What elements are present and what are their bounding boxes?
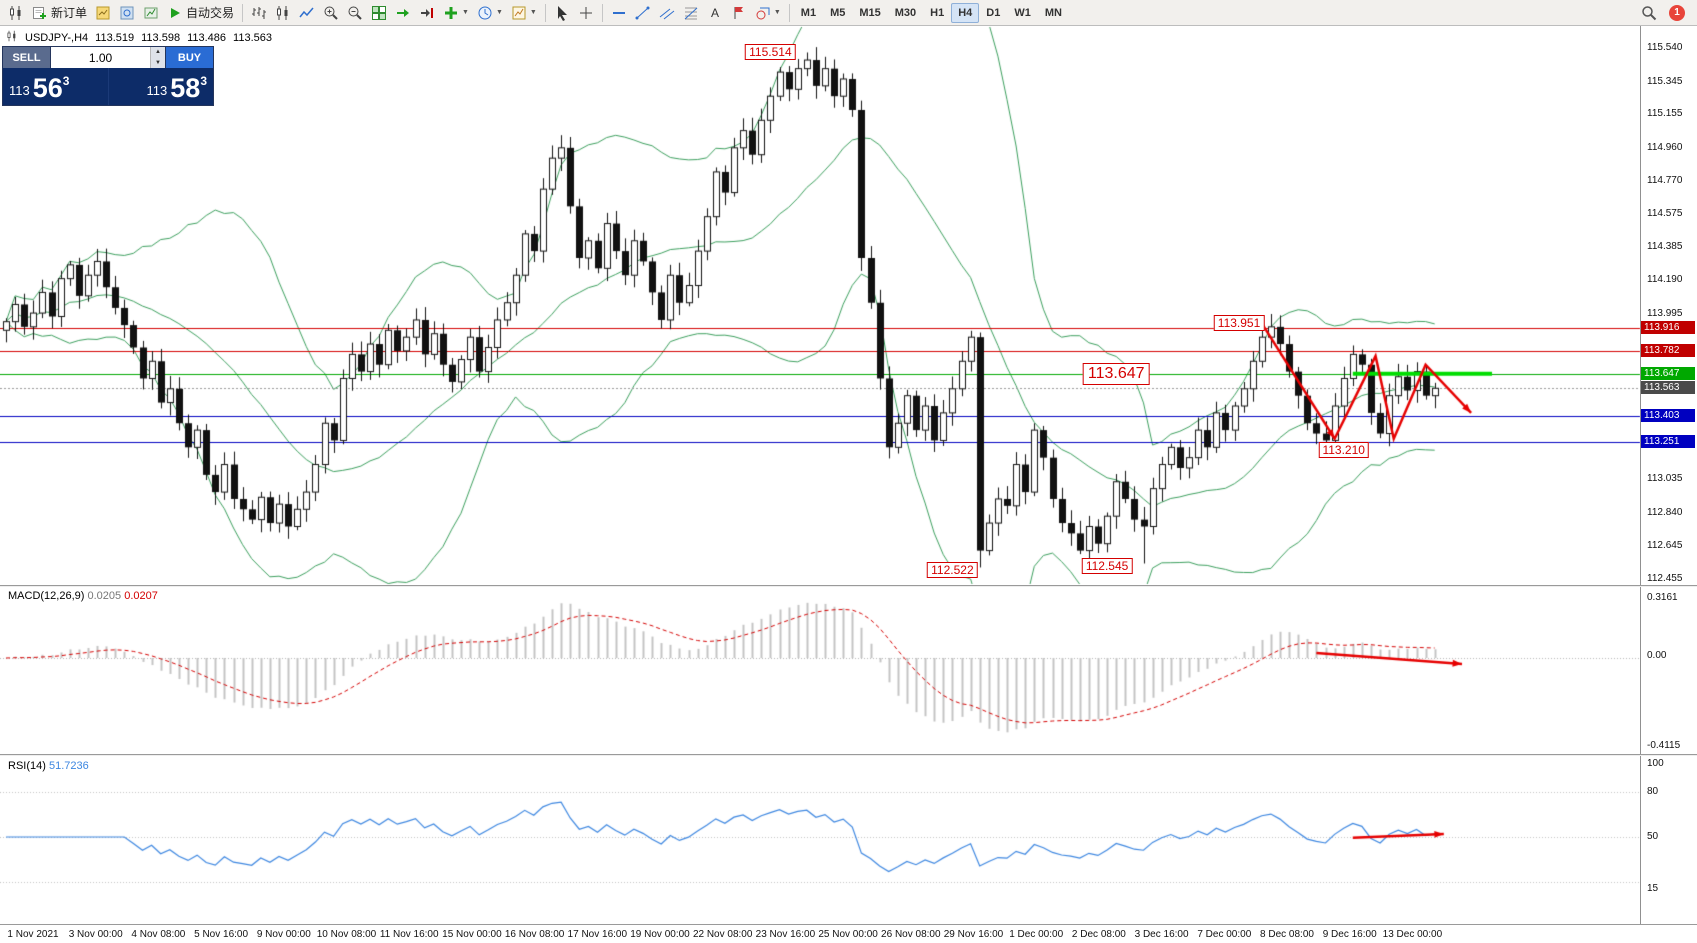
templates-menu[interactable]: ▼ xyxy=(507,2,541,24)
line-chart-icon[interactable] xyxy=(295,2,319,24)
auto-trading-button[interactable]: 自动交易 xyxy=(163,2,238,24)
fibonacci-tool[interactable] xyxy=(679,2,703,24)
volume-spinner: ▲ ▼ xyxy=(150,47,165,68)
new-order-button[interactable]: 新订单 xyxy=(28,2,91,24)
timeframe-m1[interactable]: M1 xyxy=(794,3,823,23)
rsi-label: RSI(14) 51.7236 xyxy=(8,760,89,772)
trendline-tool[interactable] xyxy=(631,2,655,24)
arrow-label-tool[interactable] xyxy=(727,2,751,24)
toolbar-separator xyxy=(544,3,546,22)
dropdown-arrow-icon: ▼ xyxy=(773,9,781,16)
macd-axis-label: 0.3161 xyxy=(1647,592,1678,603)
ohlc-open: 113.519 xyxy=(95,31,135,44)
panel-splitter-rsi[interactable] xyxy=(0,754,1697,756)
price-axis-border xyxy=(1640,26,1641,924)
text-tool[interactable]: A xyxy=(703,2,727,24)
toolbar-separator xyxy=(788,3,790,22)
svg-text:A: A xyxy=(711,6,719,20)
chart-shift-icon[interactable] xyxy=(415,2,439,24)
auto-scroll-icon[interactable] xyxy=(391,2,415,24)
rsi-axis-label: 50 xyxy=(1647,831,1659,842)
rsi-axis-label: 100 xyxy=(1647,758,1664,769)
chart-ohlc-info: USDJPY-,H4 113.519 113.598 113.486 113.5… xyxy=(6,30,272,45)
dropdown-arrow-icon: ▼ xyxy=(462,9,469,16)
sell-price[interactable]: 113 56 3 xyxy=(9,73,70,103)
new-order-button-label: 新订单 xyxy=(51,6,88,20)
rsi-axis-label: 15 xyxy=(1647,883,1659,894)
ohlc-close: 113.563 xyxy=(233,31,272,44)
panel-splitter-macd[interactable] xyxy=(0,585,1697,587)
macd-axis-label: -0.4115 xyxy=(1647,740,1681,751)
toolbar: 新订单 自动交易 ▼ ▼ ▼ A ▼ M1 M5 M15 M30 H1 H4 D1 W1 MN 1 xyxy=(0,0,1697,26)
dropdown-arrow-icon: ▼ xyxy=(529,9,537,16)
candlestick-chart-icon[interactable] xyxy=(271,2,295,24)
timeframe-d1[interactable]: D1 xyxy=(979,3,1007,23)
horizontal-line-tool[interactable] xyxy=(607,2,631,24)
time-axis-border xyxy=(0,924,1697,925)
market-watch-icon[interactable] xyxy=(91,2,115,24)
sell-button[interactable]: SELL xyxy=(3,47,51,68)
timeframe-m30[interactable]: M30 xyxy=(888,3,923,23)
timeframe-mn[interactable]: MN xyxy=(1038,3,1069,23)
crosshair-tool[interactable] xyxy=(574,2,598,24)
timeframe-h1[interactable]: H1 xyxy=(923,3,951,23)
timeframe-m15[interactable]: M15 xyxy=(852,3,887,23)
volume-down-button[interactable]: ▼ xyxy=(150,57,165,68)
auto-trading-button-label: 自动交易 xyxy=(186,6,235,20)
zoom-out-icon[interactable] xyxy=(343,2,367,24)
periods-menu[interactable]: ▼ xyxy=(473,2,507,24)
timeframe-w1[interactable]: W1 xyxy=(1007,3,1038,23)
buy-button[interactable]: BUY xyxy=(165,47,213,68)
toolbar-separator xyxy=(242,3,244,22)
macd-axis-label: 0.00 xyxy=(1647,650,1667,661)
indicators-menu[interactable]: ▼ xyxy=(439,2,473,24)
tile-windows-icon[interactable] xyxy=(367,2,391,24)
macd-label: MACD(12,26,9) 0.0205 0.0207 xyxy=(8,590,158,602)
buy-price[interactable]: 113 58 3 xyxy=(107,68,214,105)
notification-badge[interactable]: 1 xyxy=(1669,4,1685,21)
volume-input[interactable] xyxy=(51,47,150,68)
one-click-trading-panel: SELL ▲ ▼ BUY 113 56 3 113 58 3 xyxy=(2,46,214,106)
cursor-tool[interactable] xyxy=(550,2,574,24)
search-icon[interactable] xyxy=(1637,2,1661,24)
bar-chart-icon[interactable] xyxy=(247,2,271,24)
timeframe-h4[interactable]: H4 xyxy=(951,2,980,23)
terminal-icon[interactable] xyxy=(139,2,163,24)
symbol-period: USDJPY-,H4 xyxy=(25,31,89,44)
ohlc-high: 113.598 xyxy=(141,31,181,44)
new-chart-button[interactable] xyxy=(4,2,28,24)
channel-tool[interactable] xyxy=(655,2,679,24)
zoom-in-icon[interactable] xyxy=(319,2,343,24)
dropdown-arrow-icon: ▼ xyxy=(495,9,503,16)
navigator-icon[interactable] xyxy=(115,2,139,24)
rsi-axis-label: 80 xyxy=(1647,786,1659,797)
timeframe-group: M1 M5 M15 M30 H1 H4 D1 W1 MN xyxy=(794,2,1069,23)
toolbar-right: 1 xyxy=(1637,2,1693,24)
shapes-menu[interactable]: ▼ xyxy=(751,2,785,24)
candlestick-icon xyxy=(6,30,18,45)
volume-box: ▲ ▼ xyxy=(51,47,165,68)
toolbar-buttons: 新订单 自动交易 ▼ ▼ ▼ A ▼ xyxy=(4,2,794,24)
volume-up-button[interactable]: ▲ xyxy=(150,47,165,58)
timeframe-m5[interactable]: M5 xyxy=(823,3,852,23)
ohlc-low: 113.486 xyxy=(187,31,227,44)
toolbar-separator xyxy=(601,3,603,22)
